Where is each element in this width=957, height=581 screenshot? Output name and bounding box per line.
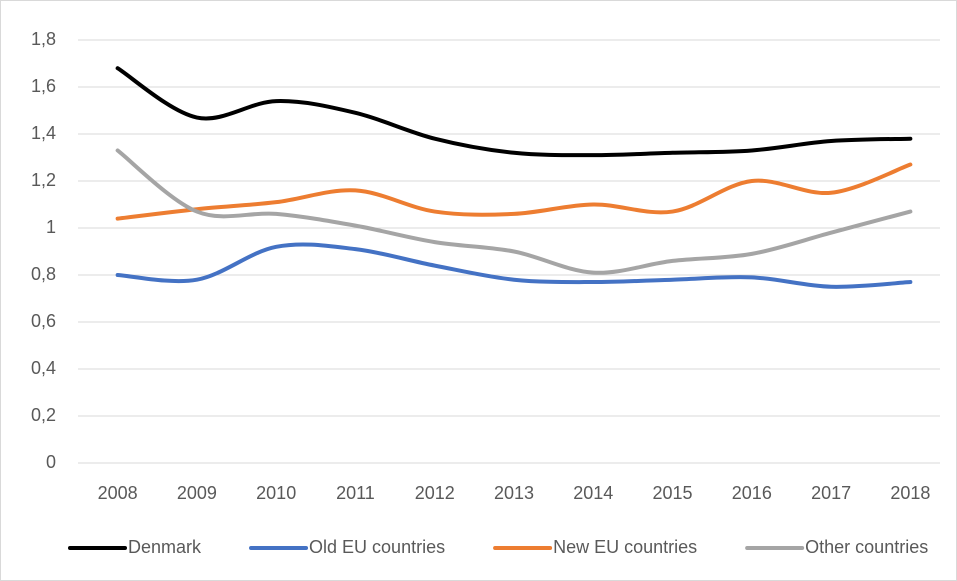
y-tick-label: 1,4: [31, 123, 56, 143]
x-tick-label: 2012: [415, 483, 455, 503]
y-tick-label: 0,4: [31, 358, 56, 378]
series-line: [115, 162, 913, 221]
x-tick-label: 2009: [177, 483, 217, 503]
x-tick-label: 2014: [573, 483, 613, 503]
y-tick-label: 0,2: [31, 405, 56, 425]
y-tick-label: 0,8: [31, 264, 56, 284]
legend-label: Old EU countries: [309, 537, 445, 557]
x-tick-label: 2010: [256, 483, 296, 503]
y-tick-label: 1: [46, 217, 56, 237]
x-tick-label: 2016: [732, 483, 772, 503]
legend-label: Other countries: [805, 537, 928, 557]
y-tick-label: 1,8: [31, 29, 56, 49]
series-line: [115, 148, 913, 275]
y-tick-label: 0: [46, 452, 56, 472]
y-tick-label: 1,2: [31, 170, 56, 190]
x-tick-label: 2015: [653, 483, 693, 503]
x-tick-label: 2008: [98, 483, 138, 503]
x-tick-label: 2011: [336, 483, 375, 503]
legend-label: New EU countries: [553, 537, 697, 557]
series-line: [115, 242, 913, 289]
x-tick-label: 2017: [811, 483, 851, 503]
legend-label: Denmark: [128, 537, 202, 557]
y-tick-label: 0,6: [31, 311, 56, 331]
y-tick-label: 1,6: [31, 76, 56, 96]
x-tick-label: 2013: [494, 483, 534, 503]
series-line: [115, 66, 913, 158]
x-tick-label: 2018: [890, 483, 930, 503]
